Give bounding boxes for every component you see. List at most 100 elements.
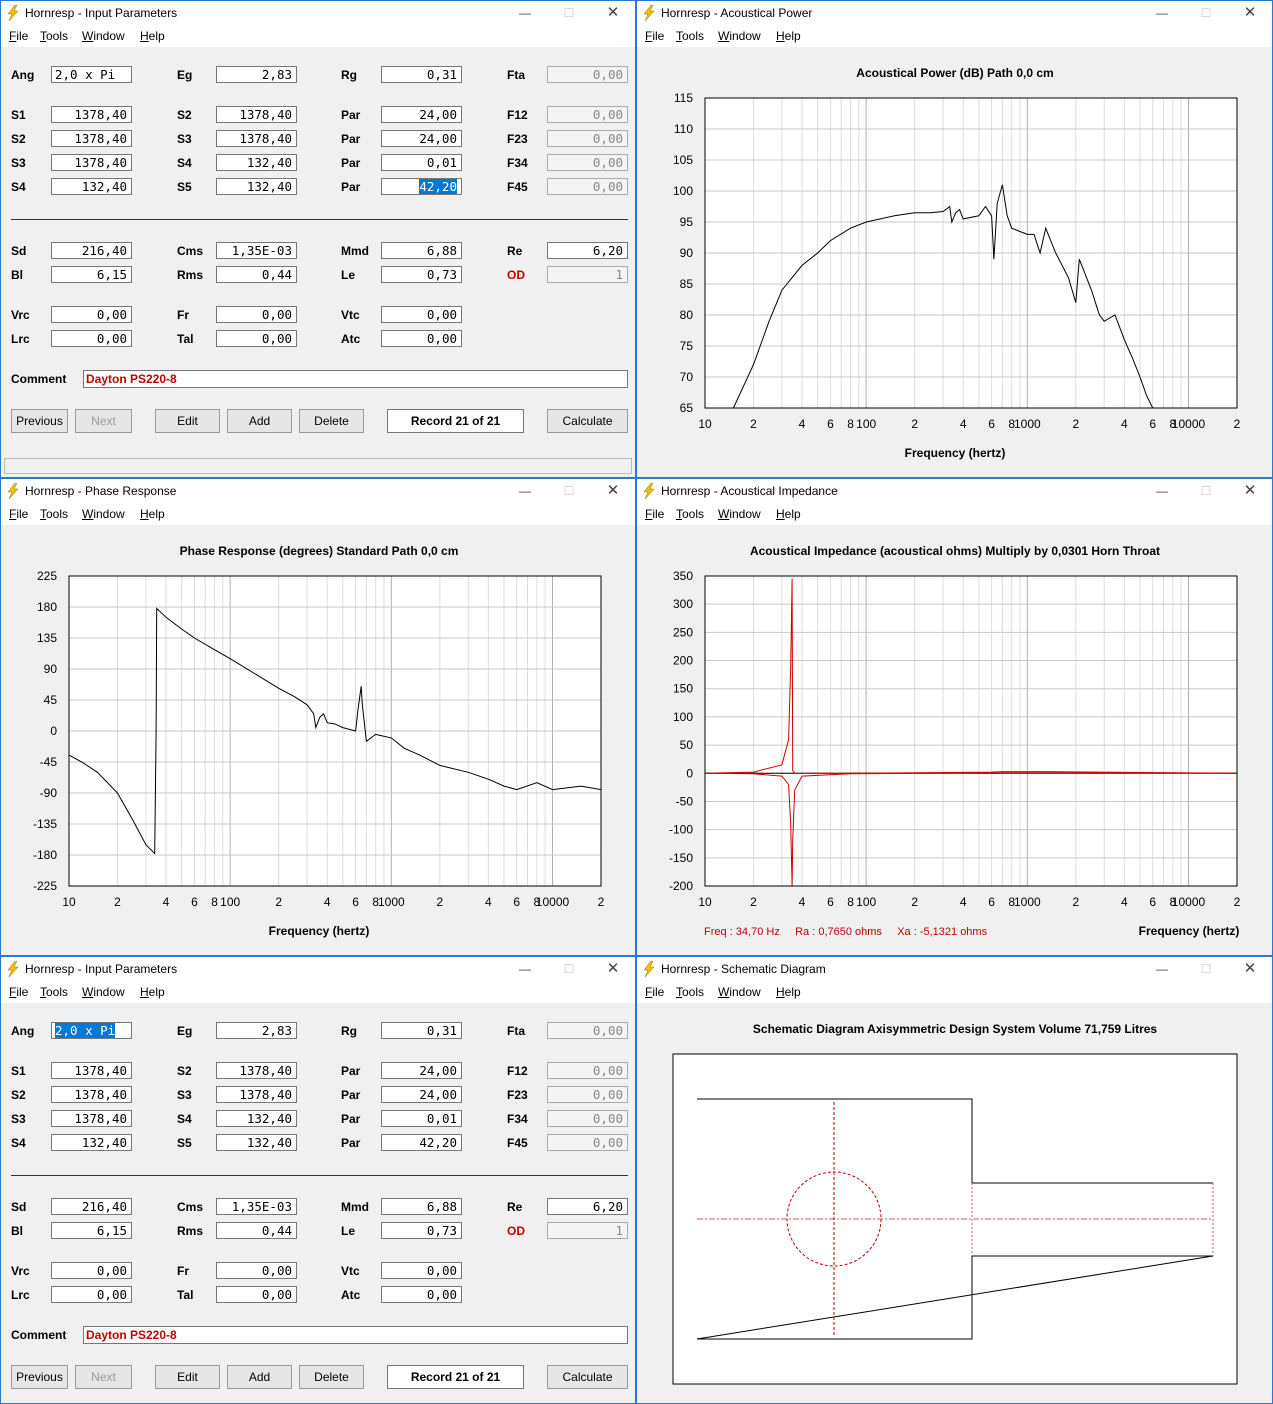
s3-field[interactable]: 1378,40 xyxy=(51,154,132,171)
close-icon[interactable]: ✕ xyxy=(606,4,620,21)
menu-tools[interactable]: Tools xyxy=(676,985,705,999)
menu-window[interactable]: Window xyxy=(82,985,125,999)
close-icon[interactable]: ✕ xyxy=(606,482,620,499)
vrc-field[interactable]: 0,00 xyxy=(51,306,132,323)
re-field[interactable]: 6,20 xyxy=(547,242,628,259)
close-icon[interactable]: ✕ xyxy=(606,960,620,977)
f45-field[interactable]: 0,00 xyxy=(547,178,628,195)
menu-tools[interactable]: Tools xyxy=(676,29,705,43)
menu-window[interactable]: Window xyxy=(718,985,761,999)
s2-field[interactable]: 1378,40 xyxy=(51,130,132,147)
tal-field[interactable]: 0,00 xyxy=(216,1286,297,1303)
menu-window[interactable]: Window xyxy=(718,29,761,43)
title-bar[interactable]: Hornresp - Schematic Diagram — ☐ ✕ xyxy=(637,957,1272,981)
maximize-icon[interactable]: ☐ xyxy=(563,962,575,976)
s3-field[interactable]: 1378,40 xyxy=(51,1110,132,1127)
edit-button[interactable]: Edit xyxy=(155,1365,220,1389)
add-button[interactable]: Add xyxy=(227,1365,292,1389)
menu-tools[interactable]: Tools xyxy=(40,507,69,521)
eg-field[interactable]: 2,83 xyxy=(216,1022,297,1039)
menu-help[interactable]: Help xyxy=(140,985,165,999)
cms-field[interactable]: 1,35E-03 xyxy=(216,242,297,259)
title-bar[interactable]: Hornresp - Acoustical Impedance — ☐ ✕ xyxy=(637,479,1272,503)
menu-file[interactable]: File xyxy=(645,29,665,43)
f34-field[interactable]: 0,00 xyxy=(547,154,628,171)
menu-file[interactable]: File xyxy=(9,29,29,43)
maximize-icon[interactable]: ☐ xyxy=(1200,6,1212,20)
menu-window[interactable]: Window xyxy=(82,507,125,521)
calculate-button[interactable]: Calculate xyxy=(547,1365,628,1389)
s3-field[interactable]: 1378,40 xyxy=(216,130,297,147)
s5-field[interactable]: 132,40 xyxy=(216,178,297,195)
close-icon[interactable]: ✕ xyxy=(1243,4,1257,21)
menu-window[interactable]: Window xyxy=(718,507,761,521)
f45-field[interactable]: 0,00 xyxy=(547,1134,628,1151)
title-bar[interactable]: Hornresp - Input Parameters — ☐ ✕ xyxy=(1,957,635,981)
s5-field[interactable]: 132,40 xyxy=(216,1134,297,1151)
menu-help[interactable]: Help xyxy=(776,985,801,999)
re-field[interactable]: 6,20 xyxy=(547,1198,628,1215)
vtc-field[interactable]: 0,00 xyxy=(381,306,462,323)
minimize-icon[interactable]: — xyxy=(519,962,531,976)
s4-field[interactable]: 132,40 xyxy=(51,1134,132,1151)
title-bar[interactable]: Hornresp - Input Parameters — ☐ ✕ xyxy=(1,1,635,25)
atc-field[interactable]: 0,00 xyxy=(381,1286,462,1303)
f23-field[interactable]: 0,00 xyxy=(547,130,628,147)
maximize-icon[interactable]: ☐ xyxy=(563,6,575,20)
next-button[interactable]: Next xyxy=(75,1365,132,1389)
cms-field[interactable]: 1,35E-03 xyxy=(216,1198,297,1215)
par45-field[interactable]: 42,20 xyxy=(381,178,462,195)
s3-field[interactable]: 1378,40 xyxy=(216,1086,297,1103)
s4-field[interactable]: 132,40 xyxy=(51,178,132,195)
s4-field[interactable]: 132,40 xyxy=(216,154,297,171)
maximize-icon[interactable]: ☐ xyxy=(1200,484,1212,498)
next-button[interactable]: Next xyxy=(75,409,132,433)
previous-button[interactable]: Previous xyxy=(11,409,68,433)
vtc-field[interactable]: 0,00 xyxy=(381,1262,462,1279)
fta-field[interactable]: 0,00 xyxy=(547,66,628,83)
par34-field[interactable]: 0,01 xyxy=(381,1110,462,1127)
maximize-icon[interactable]: ☐ xyxy=(563,484,575,498)
fta-field[interactable]: 0,00 xyxy=(547,1022,628,1039)
atc-field[interactable]: 0,00 xyxy=(381,330,462,347)
menu-file[interactable]: File xyxy=(9,507,29,521)
par12-field[interactable]: 24,00 xyxy=(381,106,462,123)
od-field[interactable]: 1 xyxy=(547,1222,628,1239)
bl-field[interactable]: 6,15 xyxy=(51,266,132,283)
f12-field[interactable]: 0,00 xyxy=(547,1062,628,1079)
f23-field[interactable]: 0,00 xyxy=(547,1086,628,1103)
delete-button[interactable]: Delete xyxy=(299,1365,364,1389)
tal-field[interactable]: 0,00 xyxy=(216,330,297,347)
title-bar[interactable]: Hornresp - Acoustical Power — ☐ ✕ xyxy=(637,1,1272,25)
minimize-icon[interactable]: — xyxy=(1156,484,1168,498)
vrc-field[interactable]: 0,00 xyxy=(51,1262,132,1279)
f34-field[interactable]: 0,00 xyxy=(547,1110,628,1127)
lrc-field[interactable]: 0,00 xyxy=(51,330,132,347)
add-button[interactable]: Add xyxy=(227,409,292,433)
comment-field[interactable]: Dayton PS220-8 xyxy=(83,1326,628,1344)
rms-field[interactable]: 0,44 xyxy=(216,266,297,283)
menu-file[interactable]: File xyxy=(645,507,665,521)
minimize-icon[interactable]: — xyxy=(1156,6,1168,20)
minimize-icon[interactable]: — xyxy=(519,484,531,498)
s2-field[interactable]: 1378,40 xyxy=(216,106,297,123)
menu-help[interactable]: Help xyxy=(140,29,165,43)
par45-field[interactable]: 42,20 xyxy=(381,1134,462,1151)
s2-field[interactable]: 1378,40 xyxy=(51,1086,132,1103)
maximize-icon[interactable]: ☐ xyxy=(1200,962,1212,976)
edit-button[interactable]: Edit xyxy=(155,409,220,433)
menu-file[interactable]: File xyxy=(645,985,665,999)
par23-field[interactable]: 24,00 xyxy=(381,130,462,147)
minimize-icon[interactable]: — xyxy=(1156,962,1168,976)
s1-field[interactable]: 1378,40 xyxy=(51,1062,132,1079)
rg-field[interactable]: 0,31 xyxy=(381,66,462,83)
sd-field[interactable]: 216,40 xyxy=(51,1198,132,1215)
rg-field[interactable]: 0,31 xyxy=(381,1022,462,1039)
ang-field[interactable]: 2,0 x Pi xyxy=(51,1022,132,1039)
menu-window[interactable]: Window xyxy=(82,29,125,43)
close-icon[interactable]: ✕ xyxy=(1243,482,1257,499)
sd-field[interactable]: 216,40 xyxy=(51,242,132,259)
s4-field[interactable]: 132,40 xyxy=(216,1110,297,1127)
eg-field[interactable]: 2,83 xyxy=(216,66,297,83)
le-field[interactable]: 0,73 xyxy=(381,1222,462,1239)
